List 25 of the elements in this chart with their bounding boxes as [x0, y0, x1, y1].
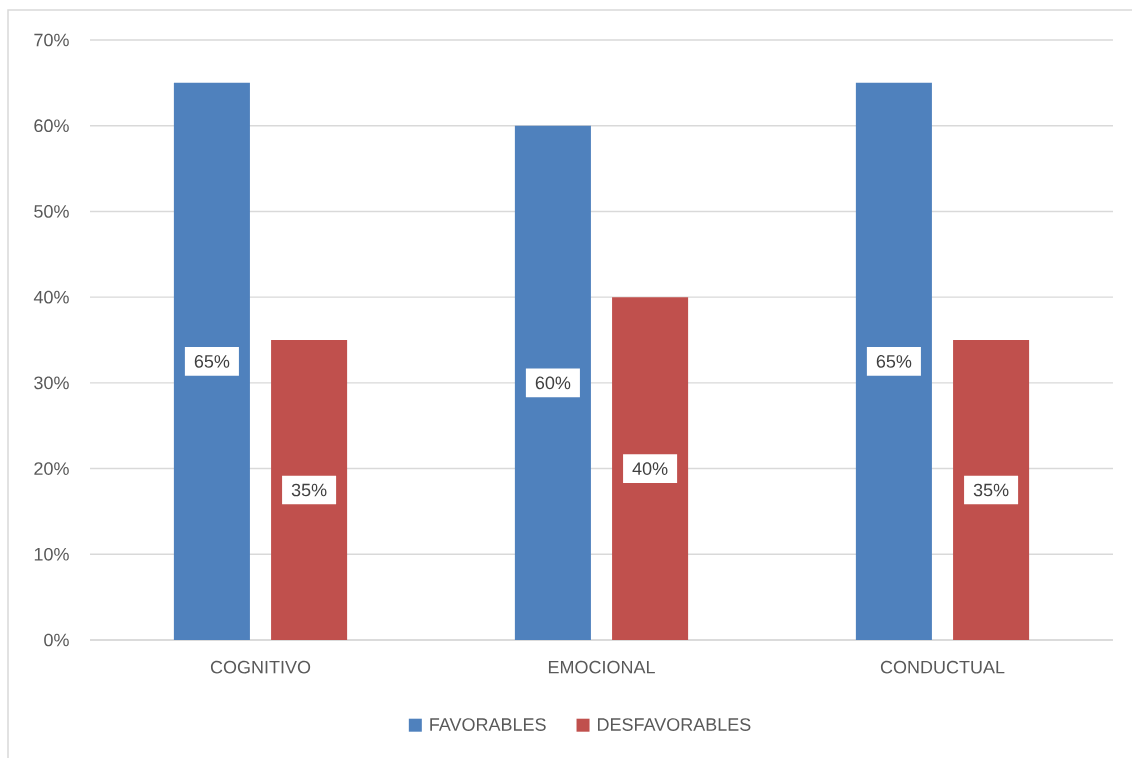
y-tick-label: 60% [34, 119, 69, 133]
x-tick-label: CONDUCTUAL [880, 660, 1005, 674]
bar [271, 340, 348, 640]
y-tick-label: 70% [34, 33, 69, 47]
y-tick-label: 10% [34, 547, 69, 561]
bar [855, 82, 932, 640]
data-label: 35% [291, 483, 327, 497]
bar [173, 82, 250, 640]
legend-label: FAVORABLES [430, 718, 546, 731]
y-tick-label: 50% [34, 205, 69, 218]
data-label: 60% [535, 376, 571, 390]
data-label: 65% [876, 355, 912, 368]
data-label: 40% [632, 462, 668, 475]
bar [953, 340, 1030, 640]
data-label: 35% [973, 483, 1009, 497]
x-tick-label: COGNITIVO [210, 660, 311, 674]
y-tick-label: 40% [33, 290, 69, 304]
x-tick-label: EMOCIONAL [548, 660, 655, 674]
data-label: 65% [194, 355, 230, 368]
y-tick-label: 0% [44, 633, 69, 647]
legend-label: DESFAVORABLES [598, 718, 751, 731]
bar [612, 297, 689, 640]
y-tick-label: 30% [34, 376, 69, 390]
y-tick-label: 20% [34, 462, 69, 475]
bar [514, 125, 591, 640]
